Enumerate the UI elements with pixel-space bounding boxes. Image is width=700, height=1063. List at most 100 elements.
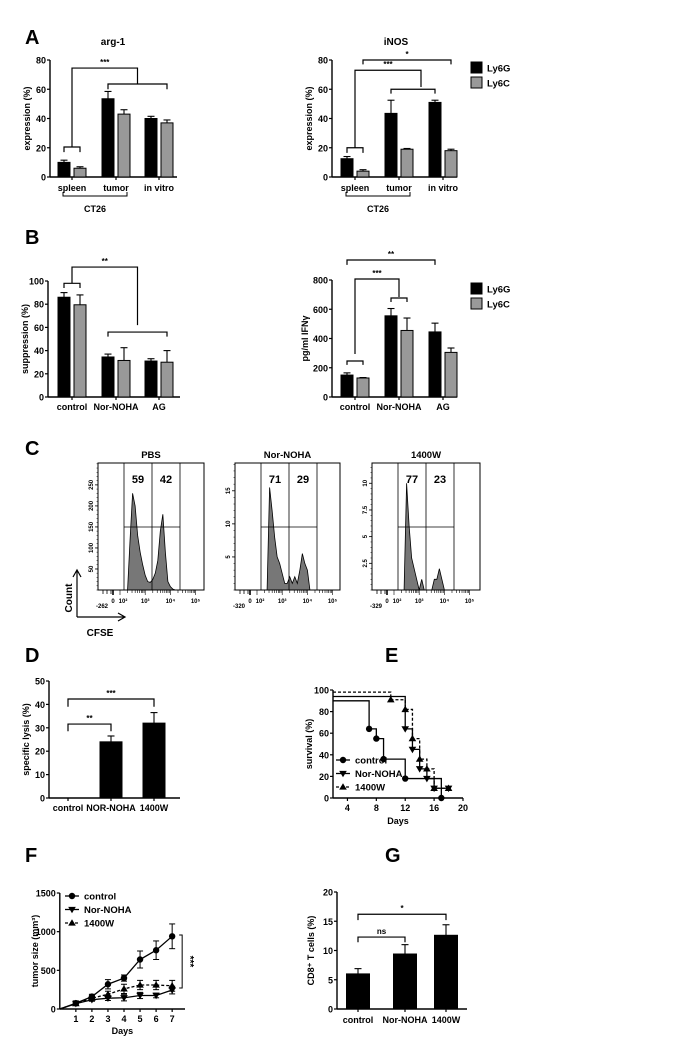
y-tick-label: 60	[319, 729, 329, 739]
y-tick-label: 0	[40, 794, 45, 804]
x-tick-label: 4	[121, 1014, 126, 1024]
y-tick-label: 50	[35, 677, 45, 687]
y-tick-label: 5	[363, 534, 369, 538]
y-tick-label: 2.5	[363, 558, 369, 567]
data-point	[438, 794, 445, 802]
series-line	[333, 700, 442, 798]
y-axis-label: specific lysis (%)	[21, 703, 31, 776]
significance-bracket	[357, 936, 406, 943]
x-tick-label: tumor	[386, 183, 412, 193]
significance-label: *	[405, 50, 409, 59]
data-point	[152, 981, 160, 988]
bar-Ly6C-tumor	[400, 148, 414, 178]
y-tick-label: 20	[318, 143, 328, 153]
y-axis-label: Count	[64, 583, 75, 613]
x-tick-label: control	[53, 803, 84, 813]
data-point	[401, 705, 410, 713]
histogram-area	[266, 487, 311, 591]
y-tick-label: 20	[323, 888, 333, 898]
chart-title: iNOS	[384, 37, 409, 48]
x-tick-label: 1400W	[140, 803, 169, 813]
x-axis-label: Days	[112, 1026, 134, 1036]
group-bracket	[345, 192, 411, 197]
data-point	[168, 982, 176, 989]
panel-label-E: E	[385, 645, 398, 667]
chart-title: 1400W	[411, 450, 441, 461]
x-tick-label: 3	[105, 1014, 110, 1024]
y-tick-label: 20	[36, 143, 46, 153]
bar-chart-D-lysis: 0 10 20 30 40 50 specific lysis (%) control NOR-…	[21, 677, 180, 813]
legend-label: Ly6C	[487, 300, 510, 311]
x-tick-label: -262	[96, 604, 109, 610]
legend-swatch-Ly6C	[470, 297, 483, 310]
legend-swatch-Ly6G	[470, 282, 483, 295]
y-tick-label: 0	[328, 1005, 333, 1015]
significance-bracket	[346, 259, 436, 265]
x-tick-label: AG	[152, 402, 166, 412]
y-tick-label: 0	[41, 173, 46, 183]
data-point	[136, 992, 144, 1000]
data-point	[152, 992, 160, 1000]
y-tick-label: 5	[328, 975, 333, 985]
bar-Ly6C-spleen	[73, 167, 87, 178]
x-tick-label: Nor-NOHA	[377, 402, 422, 412]
bar-Ly6G-Nor-NOHA	[384, 315, 398, 398]
histogram-area	[127, 493, 176, 591]
bar-Ly6C-Nor-NOHA	[400, 329, 414, 398]
panel-label-B: B	[25, 227, 39, 249]
significance-bracket	[354, 69, 422, 148]
gate-percentage: 77	[406, 474, 418, 486]
data-point	[415, 766, 424, 773]
x-axis-label: CFSE	[87, 628, 114, 639]
y-tick-label: 60	[34, 323, 44, 333]
x-tick-label: control	[57, 402, 88, 412]
y-tick-label: 80	[34, 300, 44, 310]
y-tick-label: 100	[314, 686, 329, 696]
series-line	[59, 984, 173, 1010]
significance-bracket	[390, 297, 408, 302]
legend-label: control	[355, 756, 387, 767]
bar-chart-A-arg1: 0 20 40 60 80 expression (%) arg-1 spleen tumor i…	[22, 37, 177, 214]
y-tick-label: 250	[89, 479, 95, 490]
data-point	[430, 784, 438, 791]
panel-label-F: F	[25, 845, 37, 867]
y-tick-label: 30	[35, 723, 45, 733]
x-tick-label: 10²	[119, 598, 128, 605]
legend-marker	[68, 892, 76, 900]
significance-label: ***	[383, 60, 393, 69]
data-point	[423, 775, 431, 783]
legend-label: control	[84, 892, 116, 903]
y-tick-label: 40	[36, 114, 46, 124]
x-tick-label: control	[343, 1015, 374, 1025]
x-axis-label: Days	[387, 816, 409, 826]
legend-label: Ly6G	[487, 64, 510, 75]
x-tick-label: 10³	[278, 598, 287, 605]
x-tick-label: 0	[111, 599, 115, 605]
legend-label: Ly6G	[487, 285, 510, 296]
panel-label-A: A	[25, 27, 39, 49]
bar-chart-B-IFNg: 0 200 400 600 800 pg/ml IFNγ control Nor-NOHA AG…	[300, 250, 510, 412]
legend-label: Nor-NOHA	[355, 769, 403, 780]
series-line	[59, 989, 173, 1010]
y-tick-label: 400	[313, 334, 328, 344]
significance-label: **	[86, 714, 93, 723]
legend-label: Nor-NOHA	[84, 905, 132, 916]
x-tick-label: control	[340, 402, 371, 412]
significance-bracket	[71, 67, 139, 148]
y-tick-label: 20	[319, 772, 329, 782]
data-point	[136, 981, 144, 988]
bar-Ly6C-Nor-NOHA	[117, 359, 131, 398]
x-tick-label: 10³	[415, 598, 424, 605]
data-point	[380, 755, 387, 763]
y-tick-label: 40	[34, 346, 44, 356]
y-tick-label: 500	[41, 966, 56, 976]
chart-title: arg-1	[101, 37, 126, 48]
x-tick-label: -329	[370, 604, 383, 610]
gate-percentage: 29	[297, 474, 309, 486]
x-tick-label: tumor	[103, 183, 129, 193]
y-tick-label: 10	[226, 520, 232, 527]
group-label: CT26	[367, 204, 389, 214]
data-point	[402, 775, 409, 782]
